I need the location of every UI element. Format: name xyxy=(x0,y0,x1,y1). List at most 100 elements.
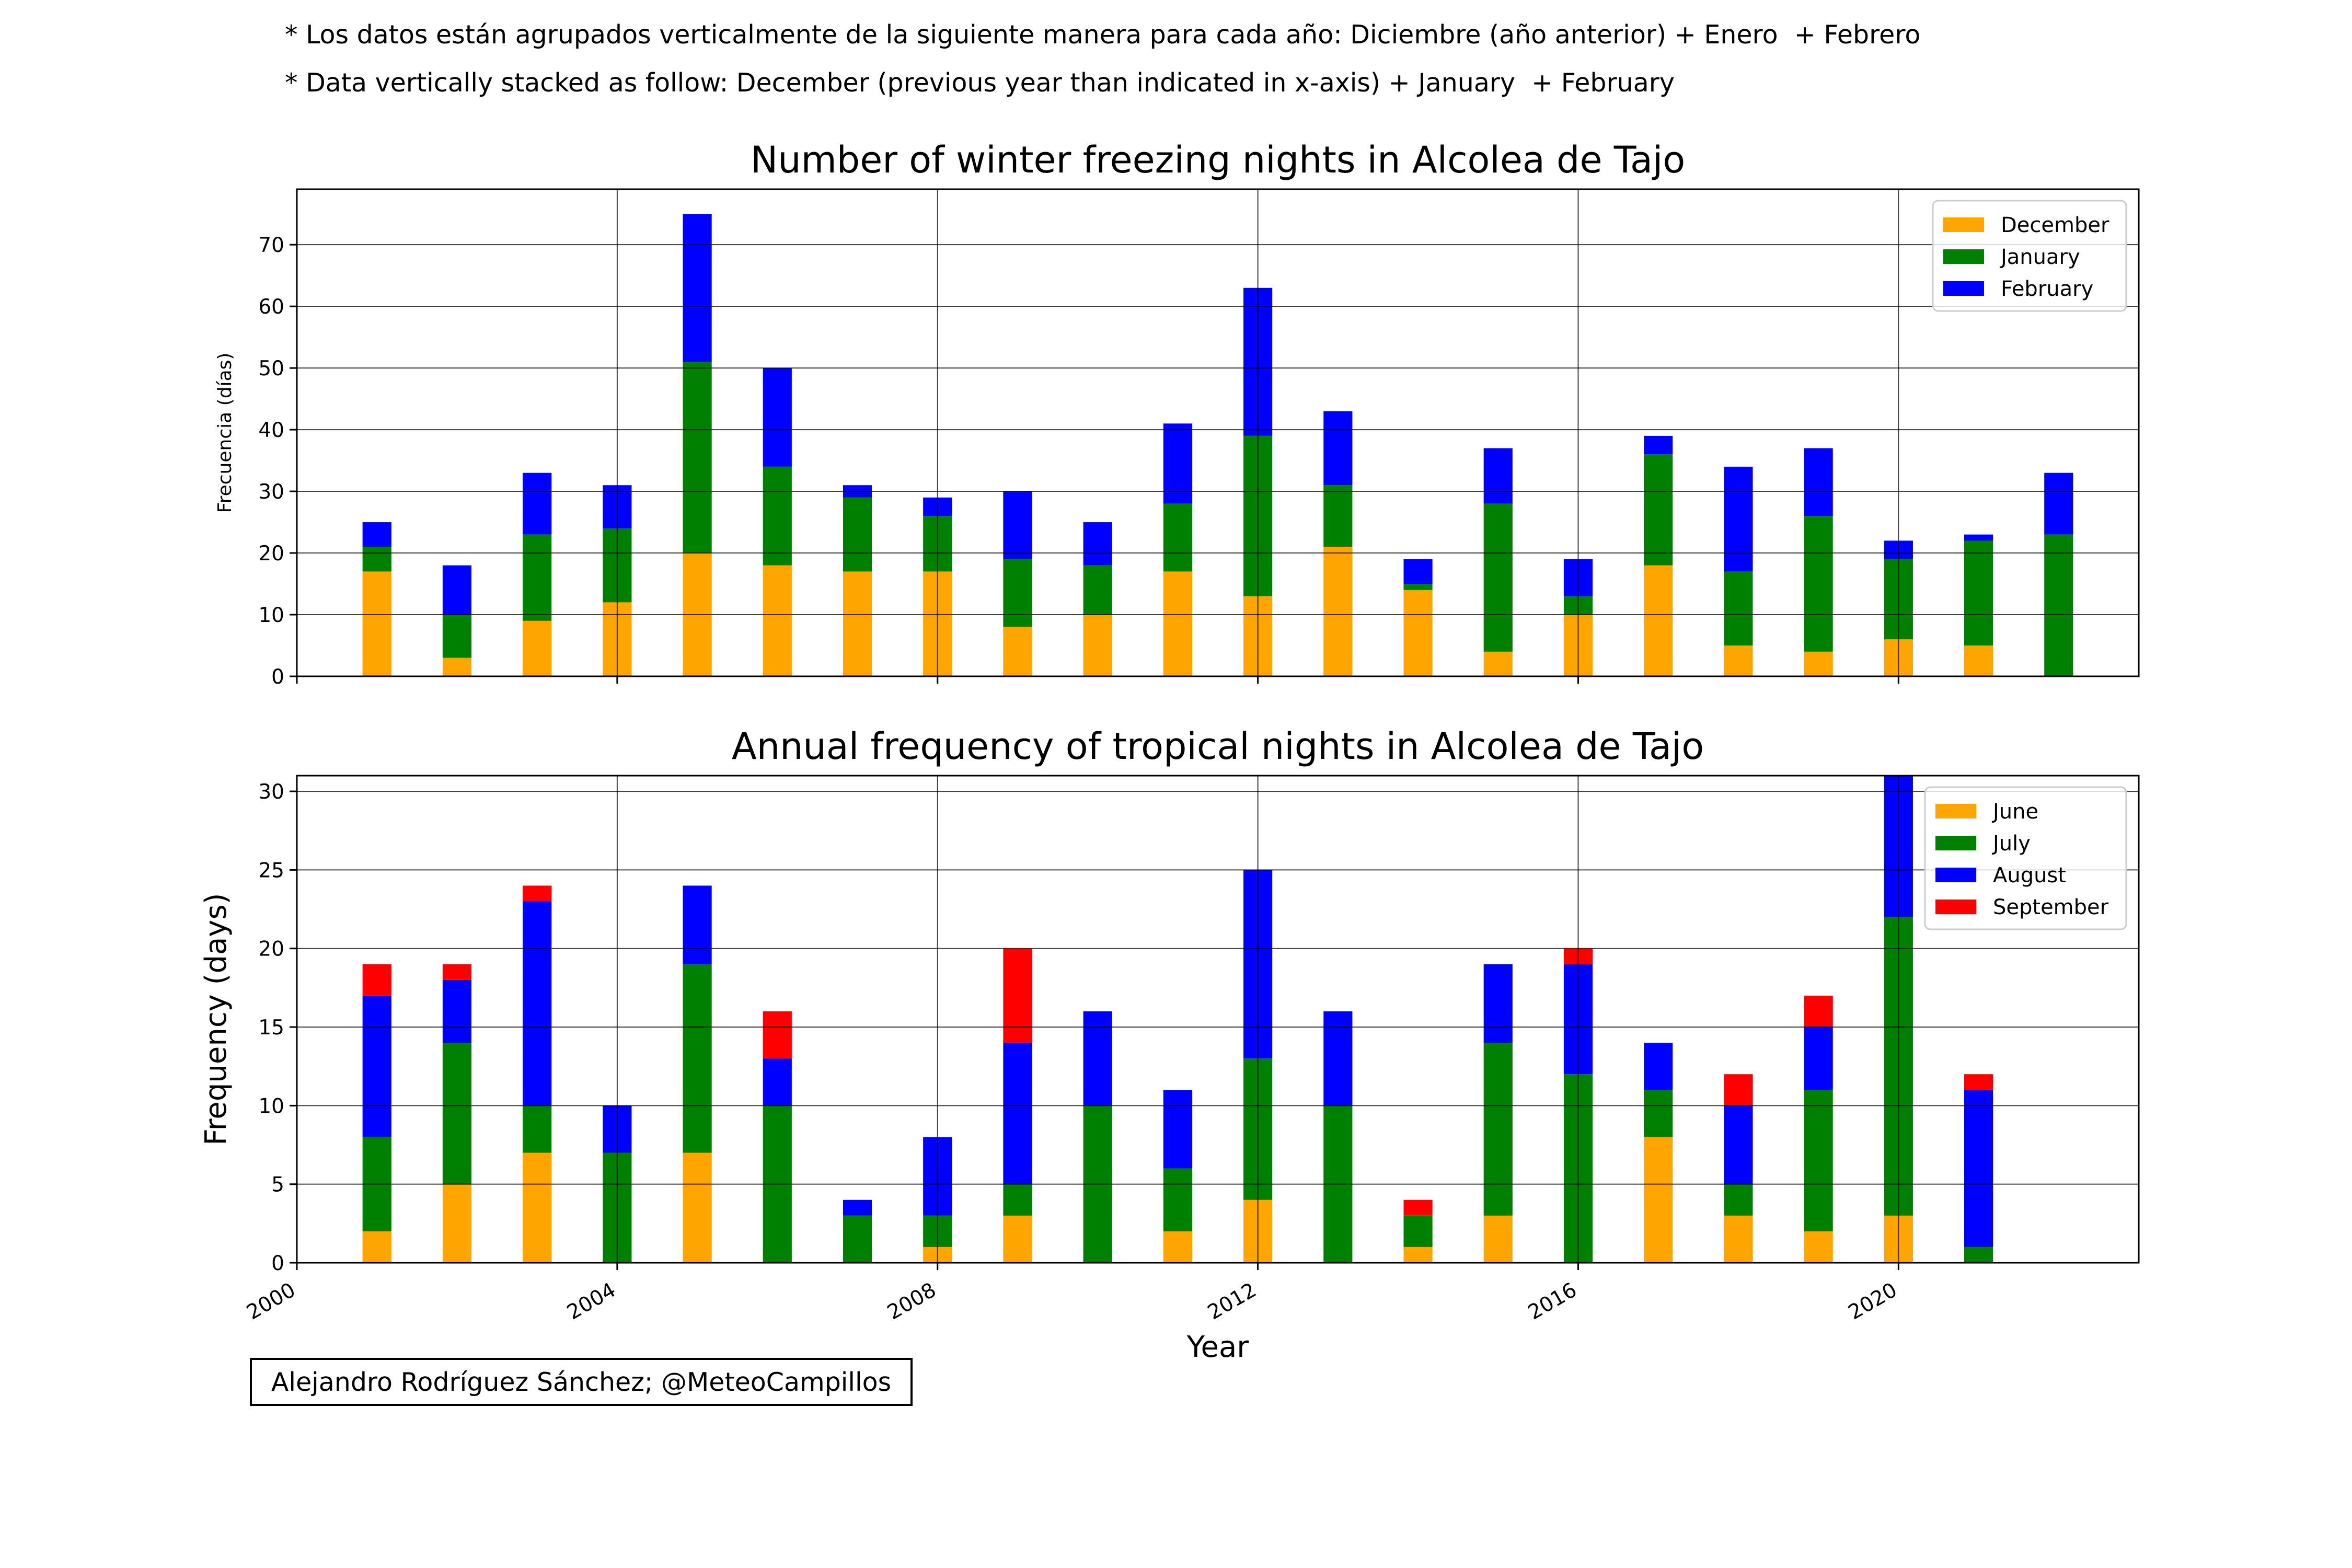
chart-1-bar-february-2009 xyxy=(1003,491,1032,559)
chart-2-legend: June July August September xyxy=(1924,786,2127,930)
chart-2-x-tick-label: 2004 xyxy=(563,1278,619,1325)
chart-1-bar-december-2017 xyxy=(1644,565,1673,676)
chart-1-bar-february-2005 xyxy=(683,214,712,362)
chart-2-legend-label-june: June xyxy=(1991,800,2038,824)
chart-2-bar-september-2009 xyxy=(1003,948,1032,1043)
chart-2-bar-september-2018 xyxy=(1724,1074,1753,1106)
tropical-nights-chart: 2000 2004 2008 2012 2016 2020 0 5 10 15 20 25 30 Annu… xyxy=(199,725,2140,1364)
chart-1-bar-january-2013 xyxy=(1323,485,1353,547)
chart-2-bar-september-2006 xyxy=(763,1011,792,1059)
chart-1-bar-december-2002 xyxy=(442,658,472,676)
chart-1-legend-swatch-february xyxy=(1943,281,1984,296)
chart-2-bar-august-2009 xyxy=(1003,1043,1032,1184)
chart-2-bar-august-2019 xyxy=(1804,1027,1833,1090)
chart-2-y-tick-label: 30 xyxy=(258,780,284,804)
chart-1-bar-january-2019 xyxy=(1804,516,1833,652)
chart-1-y-tick-label: 70 xyxy=(258,234,284,257)
chart-1-bar-january-2007 xyxy=(843,497,872,572)
chart-1-bar-january-2018 xyxy=(1724,571,1753,646)
author-credit: Alejandro Rodríguez Sánchez; @MeteoCampi… xyxy=(250,1358,913,1406)
chart-1-bar-january-2003 xyxy=(523,534,552,621)
chart-2-y-tick-label: 20 xyxy=(258,938,284,961)
chart-1-bar-december-2013 xyxy=(1323,547,1353,676)
chart-1-bar-december-2019 xyxy=(1804,651,1833,676)
chart-1-legend-label-december: December xyxy=(2001,213,2109,237)
chart-1-y-tick-label: 30 xyxy=(258,480,284,504)
chart-2-legend-label-july: July xyxy=(1991,832,2031,856)
chart-2-bar-july-2011 xyxy=(1163,1168,1192,1231)
chart-2-bar-september-2001 xyxy=(362,964,391,996)
chart-2-legend-swatch-july xyxy=(1935,836,1976,850)
chart-1-plot-frame xyxy=(296,188,2140,677)
chart-2-y-tick-label: 5 xyxy=(271,1173,284,1197)
chart-2-x-tick-label: 2016 xyxy=(1524,1278,1581,1325)
chart-2-bar-august-2010 xyxy=(1083,1011,1112,1106)
chart-2-bar-july-2015 xyxy=(1483,1043,1513,1216)
chart-1-bar-december-2018 xyxy=(1724,645,1753,676)
chart-1-bar-february-2010 xyxy=(1083,522,1112,566)
chart-2-bar-june-2014 xyxy=(1403,1247,1433,1263)
chart-1-y-tick-label: 50 xyxy=(258,357,284,381)
chart-1-bar-december-2015 xyxy=(1483,651,1513,676)
chart-1-bar-december-2010 xyxy=(1083,615,1112,676)
chart-1-legend-label-january: January xyxy=(1999,245,2080,269)
chart-1-bar-january-2022 xyxy=(2044,534,2073,676)
chart-1-bar-february-2015 xyxy=(1483,448,1513,504)
chart-2-bar-august-2011 xyxy=(1163,1090,1192,1169)
chart-2-y-tick-label: 15 xyxy=(258,1016,284,1040)
chart-2-bar-september-2019 xyxy=(1804,995,1833,1028)
chart-2-bar-july-2018 xyxy=(1724,1184,1753,1216)
chart-2-bar-august-2021 xyxy=(1964,1090,1993,1247)
chart-2-bar-august-2001 xyxy=(362,995,391,1137)
chart-1-y-tick-label: 20 xyxy=(258,542,284,566)
chart-1-bar-january-2011 xyxy=(1163,503,1192,572)
chart-1-legend-swatch-january xyxy=(1943,249,1984,264)
chart-2-legend-label-september: September xyxy=(1993,895,2109,919)
chart-1-bar-december-2011 xyxy=(1163,571,1192,676)
chart-1-legend-swatch-december xyxy=(1943,217,1984,232)
chart-2-x-axis-label: Year xyxy=(1186,1330,1250,1364)
chart-2-bar-august-2018 xyxy=(1724,1105,1753,1184)
chart-1-legend: December January February xyxy=(1932,200,2127,312)
chart-2-x-tick-label: 2020 xyxy=(1844,1278,1901,1325)
chart-2-bar-september-2014 xyxy=(1403,1200,1433,1216)
chart-1-bar-december-2009 xyxy=(1003,627,1032,676)
chart-1-bar-december-2006 xyxy=(763,565,792,676)
chart-2-legend-swatch-august xyxy=(1935,868,1976,882)
chart-1-bar-february-2013 xyxy=(1323,411,1353,486)
chart-2-y-axis-label: Frequency (days) xyxy=(199,893,233,1146)
chart-2-legend-box xyxy=(1924,786,2127,930)
chart-2-legend-swatch-june xyxy=(1935,804,1976,818)
chart-2-bar-june-2019 xyxy=(1804,1231,1833,1263)
spanish-note: * Los datos están agrupados verticalment… xyxy=(285,20,1921,50)
chart-2-bar-june-2005 xyxy=(683,1152,712,1263)
chart-1-bar-december-2007 xyxy=(843,571,872,676)
chart-1-bar-february-2003 xyxy=(523,472,552,535)
chart-2-bar-june-2003 xyxy=(523,1152,552,1263)
chart-2-bar-august-2003 xyxy=(523,901,552,1106)
chart-2-x-tick-label: 2000 xyxy=(243,1278,299,1325)
chart-2-plot-frame xyxy=(296,775,2140,1264)
chart-2-bar-june-2011 xyxy=(1163,1231,1192,1263)
chart-1-bar-february-2019 xyxy=(1804,448,1833,516)
chart-2-bar-september-2002 xyxy=(442,964,472,980)
chart-2-bar-june-2018 xyxy=(1724,1215,1753,1263)
chart-2-bar-june-2017 xyxy=(1644,1137,1673,1263)
chart-2-bar-july-2019 xyxy=(1804,1090,1833,1231)
chart-2-bar-july-2009 xyxy=(1003,1184,1032,1216)
chart-2-bar-july-2017 xyxy=(1644,1090,1673,1137)
chart-1-bar-december-2001 xyxy=(362,571,391,676)
chart-1-y-tick-label: 40 xyxy=(258,419,284,442)
chart-1-legend-label-february: February xyxy=(2001,277,2093,301)
chart-1-bar-december-2014 xyxy=(1403,590,1433,676)
chart-1-bar-february-2018 xyxy=(1724,466,1753,572)
chart-2-bar-june-2009 xyxy=(1003,1215,1032,1263)
chart-2-y-tick-label: 10 xyxy=(258,1094,284,1118)
chart-1-bar-february-2022 xyxy=(2044,472,2073,535)
chart-2-bar-june-2015 xyxy=(1483,1215,1513,1263)
chart-2-bar-july-2007 xyxy=(843,1215,872,1263)
chart-1-bar-january-2021 xyxy=(1964,540,1993,646)
chart-1-bar-january-2014 xyxy=(1403,584,1433,590)
chart-1-bar-january-2006 xyxy=(763,466,792,566)
